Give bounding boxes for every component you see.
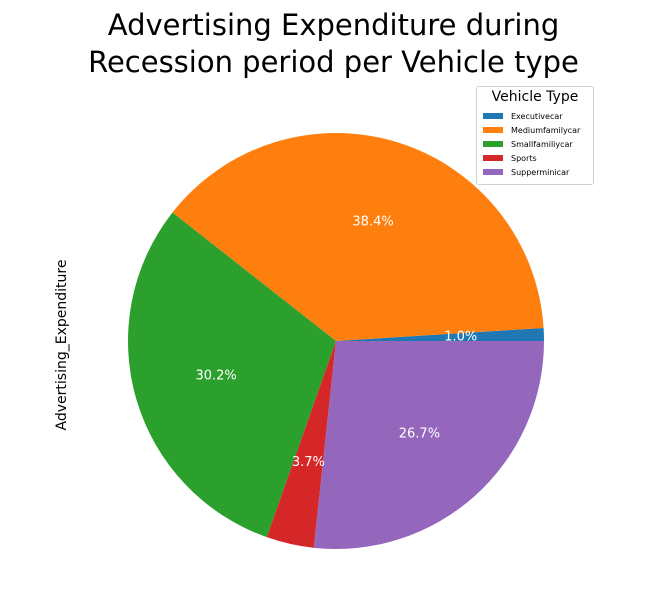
slice-label-executivecar: 1.0% — [444, 330, 477, 345]
legend-item-sports: Sports — [483, 153, 537, 163]
legend-label: Sports — [511, 153, 537, 163]
legend-swatch — [483, 169, 503, 175]
legend-swatch — [483, 141, 503, 147]
legend-item-smallfamiliycar: Smallfamiliycar — [483, 139, 573, 149]
slice-label-mediumfamilycar: 38.4% — [352, 214, 393, 229]
chart-title-line-2: Recession period per Vehicle type — [88, 45, 579, 79]
legend-label: Executivecar — [511, 111, 563, 121]
legend-item-executivecar: Executivecar — [483, 111, 563, 121]
chart-title-line-1: Advertising Expenditure during — [107, 8, 560, 42]
pie-slice-smallfamiliycar — [127, 212, 336, 538]
legend-swatch — [483, 127, 503, 133]
legend-swatch — [483, 155, 503, 161]
legend-item-supperminicar: Supperminicar — [483, 167, 569, 177]
legend-item-mediumfamilycar: Mediumfamilycar — [483, 125, 580, 135]
legend-label: Mediumfamilycar — [511, 125, 581, 135]
legend-label: Supperminicar — [511, 167, 570, 177]
legend-label: Smallfamiliycar — [511, 139, 573, 149]
pie-slice-mediumfamilycar — [172, 133, 544, 341]
pie-slice-executivecar — [336, 327, 544, 341]
pie-slice-supperminicar — [313, 341, 544, 549]
pie-slice-sports — [266, 341, 336, 548]
legend-title: Vehicle Type — [491, 89, 579, 105]
legend: Vehicle Type Executivecar Mediumfamilycar… — [476, 86, 594, 185]
legend-swatch — [483, 113, 503, 119]
slice-label-smallfamiliycar: 30.2% — [195, 368, 236, 383]
slice-label-sports: 3.7% — [292, 455, 325, 470]
slice-label-supperminicar: 26.7% — [399, 426, 440, 441]
